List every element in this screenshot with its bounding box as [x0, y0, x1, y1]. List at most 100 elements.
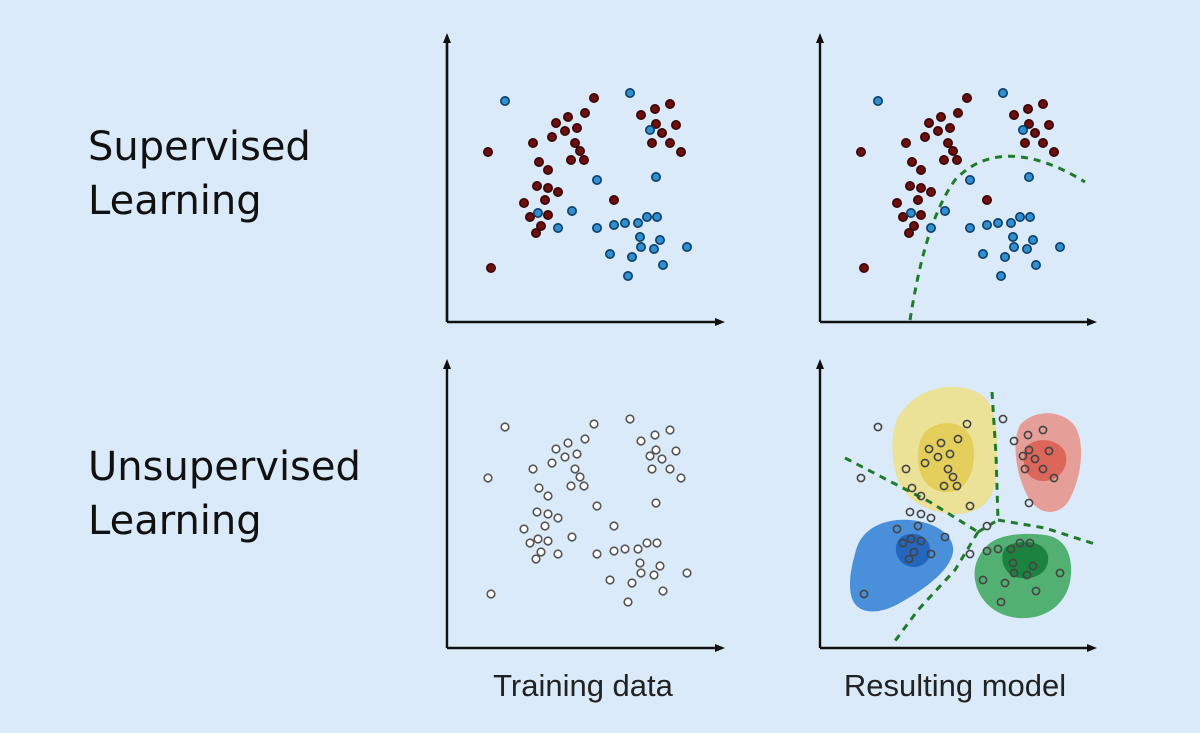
- data-point-class-b: [641, 212, 652, 223]
- data-point-clustered: [1009, 436, 1019, 446]
- data-point-class-a: [1019, 138, 1030, 149]
- data-point-unlabeled: [579, 481, 589, 491]
- data-point-class-b: [939, 206, 950, 217]
- data-point-class-b: [1055, 242, 1066, 253]
- data-point-class-a: [649, 104, 660, 115]
- data-point-class-a: [908, 221, 919, 232]
- data-point-class-a: [664, 138, 675, 149]
- data-point-unlabeled: [627, 578, 637, 588]
- data-point-class-a: [981, 195, 992, 206]
- data-point-class-a: [578, 155, 589, 166]
- data-point-clustered: [945, 449, 955, 459]
- data-point-class-b: [995, 270, 1006, 281]
- data-point-clustered: [953, 434, 963, 444]
- data-point-unlabeled: [682, 568, 692, 578]
- data-point-clustered: [933, 452, 943, 462]
- data-point-clustered: [856, 473, 866, 483]
- data-point-clustered: [1024, 498, 1034, 508]
- data-point-class-b: [634, 232, 645, 243]
- data-point-class-a: [951, 155, 962, 166]
- data-point-unlabeled: [575, 472, 585, 482]
- data-point-class-a: [608, 195, 619, 206]
- data-point-class-a: [646, 138, 657, 149]
- data-point-class-b: [622, 270, 633, 281]
- data-point-clustered: [913, 521, 923, 531]
- data-point-class-a: [1024, 119, 1035, 130]
- data-point-clustered: [965, 549, 975, 559]
- data-point-unlabeled: [563, 438, 573, 448]
- data-point-class-a: [535, 221, 546, 232]
- data-point-class-b: [566, 206, 577, 217]
- data-point-class-a: [906, 157, 917, 168]
- data-point-clustered: [1000, 578, 1010, 588]
- data-point-unlabeled: [651, 445, 661, 455]
- data-point-unlabeled: [671, 446, 681, 456]
- data-point-clustered: [1030, 454, 1040, 464]
- data-point-clustered: [939, 481, 949, 491]
- data-point-unlabeled: [676, 473, 686, 483]
- data-point-class-b: [635, 242, 646, 253]
- data-point-class-b: [644, 125, 655, 136]
- cluster-core-red: [1023, 440, 1067, 482]
- data-point-class-a: [550, 118, 561, 129]
- data-point-class-a: [539, 195, 550, 206]
- data-point-class-a: [485, 262, 496, 273]
- data-point-unlabeled: [650, 430, 660, 440]
- data-point-class-b: [1025, 212, 1036, 223]
- data-point-class-b: [608, 220, 619, 231]
- data-point-unlabeled: [543, 491, 553, 501]
- data-point-class-b: [499, 96, 510, 107]
- data-point-unlabeled: [543, 509, 553, 519]
- data-point-unlabeled: [620, 544, 630, 554]
- data-point-unlabeled: [647, 464, 657, 474]
- data-point-class-a: [533, 157, 544, 168]
- data-point-class-b: [648, 244, 659, 255]
- data-point-clustered: [916, 536, 926, 546]
- data-point-class-b: [999, 252, 1010, 263]
- data-point-class-a: [932, 126, 943, 137]
- data-point-class-b: [632, 218, 643, 229]
- data-point-class-b: [532, 208, 543, 219]
- data-point-clustered: [1008, 558, 1018, 568]
- data-point-unlabeled: [519, 524, 529, 534]
- data-point-clustered: [948, 472, 958, 482]
- data-point-class-a: [542, 183, 553, 194]
- data-point-unlabeled: [651, 498, 661, 508]
- data-point-class-b: [981, 220, 992, 231]
- data-point-unlabeled: [534, 483, 544, 493]
- data-point-class-a: [904, 181, 915, 192]
- axes-sup-train: [445, 40, 720, 322]
- data-point-unlabeled: [547, 458, 557, 468]
- data-point-class-a: [1022, 104, 1033, 115]
- data-point-clustered: [982, 546, 992, 556]
- data-point-class-b: [619, 218, 630, 229]
- data-point-clustered: [1024, 445, 1034, 455]
- data-point-unlabeled: [649, 570, 659, 580]
- data-point-unlabeled: [633, 544, 643, 554]
- data-point-class-b: [1007, 232, 1018, 243]
- data-point-clustered: [1031, 586, 1041, 596]
- data-point-class-a: [915, 165, 926, 176]
- data-point-clustered: [926, 549, 936, 559]
- data-point-clustered: [1055, 568, 1065, 578]
- data-point-class-a: [664, 99, 675, 110]
- data-point-class-a: [527, 138, 538, 149]
- data-point-unlabeled: [560, 452, 570, 462]
- data-point-unlabeled: [570, 464, 580, 474]
- data-point-class-a: [1049, 147, 1060, 158]
- data-point-unlabeled: [665, 425, 675, 435]
- data-point-unlabeled: [592, 501, 602, 511]
- data-point-class-a: [542, 165, 553, 176]
- data-point-class-a: [935, 112, 946, 123]
- data-point-clustered: [905, 507, 915, 517]
- data-point-unlabeled: [635, 558, 645, 568]
- data-point-class-b: [1008, 242, 1019, 253]
- data-point-class-a: [891, 198, 902, 209]
- data-point-unlabeled: [533, 534, 543, 544]
- data-point-clustered: [898, 538, 908, 548]
- data-point-clustered: [1025, 538, 1035, 548]
- data-point-unlabeled: [566, 481, 576, 491]
- data-point-class-b: [591, 223, 602, 234]
- data-point-class-b: [992, 218, 1003, 229]
- data-point-unlabeled: [636, 436, 646, 446]
